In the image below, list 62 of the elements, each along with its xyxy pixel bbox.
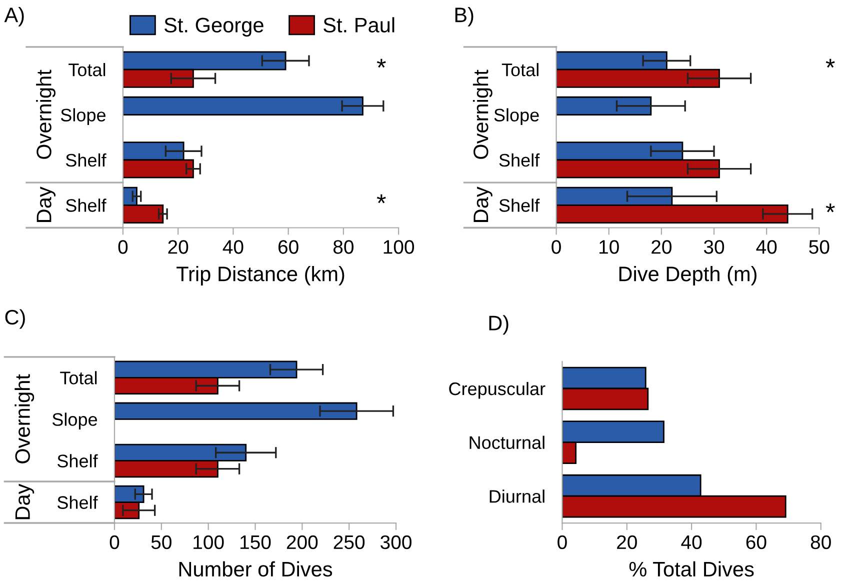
x-tick-label: 60 (746, 535, 766, 550)
x-tick-label: 100 (384, 240, 414, 254)
y-tick-label: Slope (494, 108, 539, 126)
y-tick-label: Crepuscular (449, 382, 546, 399)
text: * (826, 58, 835, 68)
chart-title: D) (489, 315, 508, 335)
chart-title: B) (455, 6, 474, 26)
y-tick-label: Shelf (57, 454, 98, 468)
x-tick-label: 0 (110, 535, 120, 550)
x-tick-label: 100 (194, 535, 224, 550)
y-tick-label: Total (60, 371, 97, 384)
y-tick-label: Shelf (499, 198, 540, 212)
legend-label: St. Paul (324, 17, 394, 32)
y-tick-label: Shelf (66, 153, 106, 167)
x-tick-label: 50 (809, 240, 830, 254)
chart-title: C) (5, 309, 25, 329)
x-axis-title: % Total Dives (629, 561, 754, 577)
x-tick-label: 0 (118, 240, 128, 254)
text: Day (474, 186, 492, 222)
x-tick-label: 60 (278, 240, 298, 254)
x-tick-label: 200 (286, 535, 318, 550)
annotation: * (376, 58, 386, 68)
x-tick-label: 40 (222, 240, 244, 254)
x-tick-label: 10 (600, 240, 619, 254)
x-tick-label: 0 (558, 535, 567, 550)
x-tick-label: 150 (240, 535, 271, 550)
x-axis-title: Dive Depth (m) (619, 266, 756, 286)
y-tick-label: Diurnal (490, 490, 544, 503)
x-tick-label: 40 (681, 535, 702, 550)
text: Day (15, 484, 34, 520)
x-axis-title: Trip Distance (km) (176, 266, 344, 286)
x-tick-label: 30 (704, 240, 724, 254)
legend-label: St. George (164, 18, 264, 37)
x-tick-label: 50 (151, 535, 172, 550)
y-tick-label: Total (502, 63, 538, 76)
text: Day (36, 186, 56, 222)
chart-title: A) (4, 6, 24, 26)
text: * (826, 203, 835, 212)
x-tick-label: 40 (756, 240, 777, 254)
bar (114, 402, 358, 420)
x-tick-label: 20 (168, 240, 188, 254)
text: Overnight (472, 70, 492, 159)
y-tick-label: Nocturnal (470, 436, 544, 450)
annotation: * (376, 194, 386, 204)
y-tick-label: Shelf (499, 153, 540, 167)
text: Overnight (14, 374, 34, 464)
x-tick-label: 20 (652, 240, 672, 254)
x-tick-label: 0 (552, 240, 561, 254)
text: Overnight (36, 70, 56, 159)
y-tick-label: Slope (60, 108, 106, 126)
x-tick-label: 80 (810, 535, 831, 550)
x-tick-label: 250 (334, 535, 365, 550)
x-tick-label: 80 (333, 240, 354, 254)
bar (122, 96, 364, 116)
y-tick-label: Slope (52, 412, 98, 430)
y-tick-label: Shelf (57, 496, 98, 509)
x-axis-title: Number of Dives (179, 561, 332, 577)
y-tick-label: Shelf (66, 198, 106, 212)
x-tick-label: 20 (617, 535, 637, 550)
x-tick-label: 300 (380, 535, 412, 550)
y-tick-label: Total (68, 63, 106, 76)
bar (556, 96, 652, 116)
